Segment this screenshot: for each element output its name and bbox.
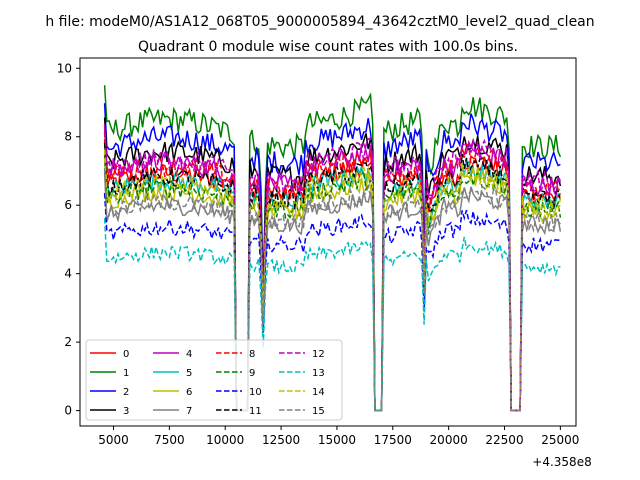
legend-label-13: 13 [312,368,325,379]
x-tick-label: 15000 [318,433,356,447]
chart-title: Quadrant 0 module wise count rates with … [138,39,518,55]
x-tick-label: 7500 [154,433,185,447]
y-tick-label: 2 [64,335,72,349]
y-tick-label: 10 [57,61,72,75]
series-layer [103,85,562,412]
x-tick-label: 17500 [374,433,412,447]
legend-label-6: 6 [186,387,192,398]
y-tick-label: 6 [64,198,72,212]
y-axis: 0 2 4 6 8 10 [57,61,80,418]
series-line-13 [103,218,561,412]
legend-label-0: 0 [123,349,129,360]
x-tick-label: 22500 [485,433,523,447]
x-tick-label: 12500 [262,433,300,447]
legend-label-9: 9 [249,368,255,379]
series-line-8 [103,131,561,412]
series-line-10 [103,192,561,412]
legend-label-5: 5 [186,368,192,379]
legend-label-8: 8 [249,349,255,360]
legend-label-15: 15 [312,406,325,417]
x-tick-label: 10000 [206,433,244,447]
legend-label-4: 4 [186,349,192,360]
x-axis-offset-label: +4.358e8 [532,455,591,469]
series-line-11 [103,142,562,412]
legend-label-3: 3 [123,406,129,417]
axes-frame [79,57,577,427]
y-tick-label: 8 [64,130,72,144]
figure-suptitle: h file: modeM0/AS1A12_068T05_9000005894_… [45,14,594,30]
legend-label-11: 11 [249,406,262,417]
legend-label-2: 2 [123,387,129,398]
x-tick-label: 5000 [98,433,129,447]
y-tick-label: 0 [64,404,72,418]
legend-label-1: 1 [123,368,129,379]
legend-box [85,339,343,421]
series-line-12 [103,124,562,412]
x-tick-label: 25000 [541,433,579,447]
legend-label-14: 14 [312,387,325,398]
series-line-9 [103,153,562,412]
legend-label-10: 10 [249,387,262,398]
x-tick-label: 20000 [430,433,468,447]
series-line-1 [103,85,562,412]
series-line-6 [103,157,561,412]
legend-label-7: 7 [186,406,192,417]
x-axis: 5000 7500 10000 12500 15000 17500 20000 22500 25… [98,426,579,447]
series-line-15 [103,167,561,412]
y-tick-label: 4 [64,267,72,281]
legend-label-12: 12 [312,349,325,360]
